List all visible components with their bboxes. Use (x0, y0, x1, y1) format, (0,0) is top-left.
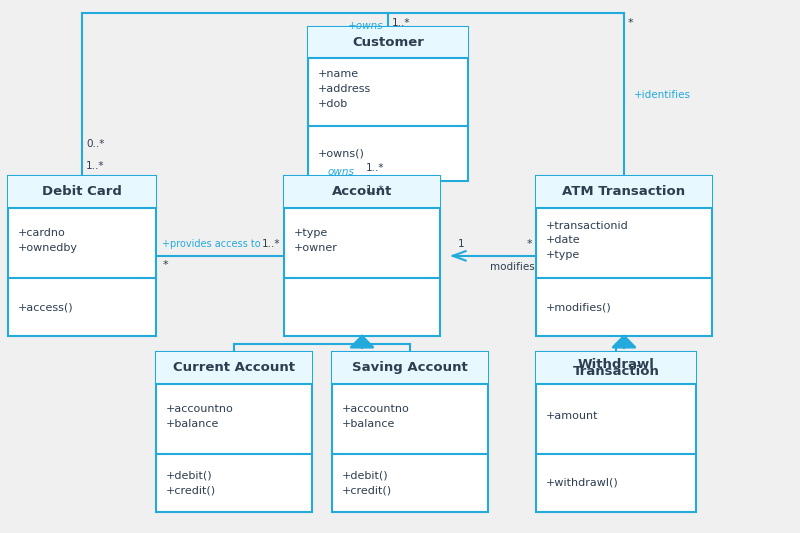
Text: 0..*: 0..* (86, 139, 104, 149)
Text: *: * (628, 18, 634, 28)
Text: 1..*: 1..* (366, 185, 385, 196)
Bar (308, 27, 468, 58)
Text: Saving Account: Saving Account (352, 361, 468, 374)
Text: +name
+address
+dob: +name +address +dob (318, 69, 371, 109)
Text: Debit Card: Debit Card (42, 185, 122, 198)
Text: Current Account: Current Account (173, 361, 295, 374)
Bar (536, 176, 712, 336)
Text: Transaction: Transaction (573, 365, 659, 378)
Bar (536, 176, 712, 208)
Polygon shape (350, 336, 374, 348)
Text: Withdrawl: Withdrawl (578, 358, 654, 371)
Text: +owns: +owns (348, 21, 384, 31)
Text: owns: owns (327, 167, 354, 177)
Bar (332, 352, 488, 512)
Text: +debit()
+credit(): +debit() +credit() (342, 471, 392, 495)
Text: +type
+owner: +type +owner (294, 228, 338, 253)
Text: 1..*: 1..* (392, 18, 410, 28)
Text: +identifies: +identifies (634, 90, 690, 100)
Bar (156, 352, 312, 512)
Text: 1..*: 1..* (86, 160, 105, 171)
Text: ATM Transaction: ATM Transaction (562, 185, 686, 198)
Text: +owns(): +owns() (318, 148, 365, 158)
Text: modifies: modifies (490, 262, 534, 272)
Bar (332, 352, 488, 384)
Text: +access(): +access() (18, 302, 74, 312)
Text: +cardno
+ownedby: +cardno +ownedby (18, 228, 78, 253)
Bar (284, 176, 440, 208)
Text: +debit()
+credit(): +debit() +credit() (166, 471, 216, 495)
Text: +accountno
+balance: +accountno +balance (342, 404, 410, 429)
Bar (284, 176, 440, 336)
Text: Customer: Customer (352, 36, 424, 49)
Bar (8, 176, 156, 208)
Text: 1..*: 1..* (262, 239, 280, 249)
Polygon shape (613, 336, 635, 348)
Text: +transactionid
+date
+type: +transactionid +date +type (546, 221, 628, 260)
Bar (156, 352, 312, 384)
Bar (8, 176, 156, 336)
Text: +modifies(): +modifies() (546, 302, 611, 312)
Text: *: * (526, 239, 532, 249)
Text: +withdrawl(): +withdrawl() (546, 478, 618, 488)
Text: +accountno
+balance: +accountno +balance (166, 404, 234, 429)
Text: 1..*: 1..* (366, 163, 385, 173)
Text: Account: Account (332, 185, 392, 198)
Bar (308, 27, 468, 181)
Text: +provides access to: +provides access to (162, 239, 261, 249)
Text: +amount: +amount (546, 411, 598, 421)
Text: 1: 1 (458, 239, 464, 249)
Text: *: * (162, 260, 168, 270)
Bar (536, 352, 696, 384)
Bar (536, 352, 696, 512)
